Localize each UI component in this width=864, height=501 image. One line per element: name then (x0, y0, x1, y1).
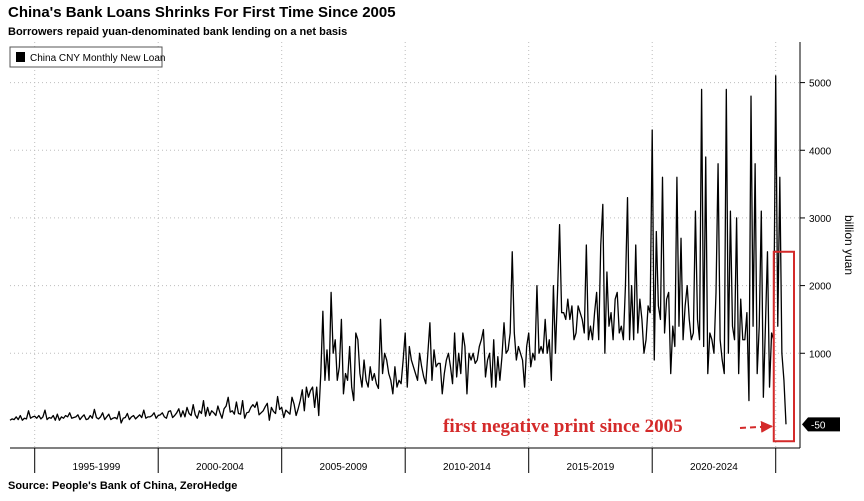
legend-swatch (16, 52, 25, 62)
x-tick-label: 2005-2009 (320, 462, 368, 473)
x-ticks: 1995-1999 2000-2004 2005-2009 2010-2014 2015… (34, 448, 777, 473)
last-value-badge: -50 (802, 417, 840, 432)
y-ticks: 1000 2000 3000 4000 5000 (800, 79, 832, 360)
y-tick-label: 2000 (809, 282, 832, 293)
legend-box (9, 46, 163, 68)
y-tick-label: 3000 (809, 214, 832, 225)
x-tick-label: 2020-2024 (690, 462, 738, 473)
annotation-arrow (739, 420, 773, 433)
annotation-text: first negative print since 2005 (443, 416, 683, 437)
chart-subtitle: Borrowers repaid yuan-denominated bank l… (8, 26, 348, 38)
x-tick-label: 2015-2019 (567, 462, 615, 473)
highlight-box (772, 250, 796, 443)
y-tick-label: 1000 (809, 349, 832, 360)
y-tick-label: 5000 (809, 79, 832, 90)
last-value-label: -50 (811, 420, 826, 431)
x-tick-label: 2010-2014 (443, 462, 491, 473)
chart-title: China's Bank Loans Shrinks For First Tim… (8, 4, 396, 21)
y-tick-label: 4000 (809, 146, 832, 157)
y-axis-label: billion yuan (842, 215, 856, 275)
x-tick-label: 2000-2004 (196, 462, 244, 473)
series-line-china-cny-monthly-new-loan (9, 75, 787, 425)
legend-label: China CNY Monthly New Loan (30, 53, 165, 64)
x-tick-label: 1995-1999 (73, 462, 121, 473)
last-value-badge-shape (802, 417, 840, 432)
legend: China CNY Monthly New Loan (9, 46, 165, 68)
source-note: Source: People's Bank of China, ZeroHedg… (8, 480, 238, 492)
